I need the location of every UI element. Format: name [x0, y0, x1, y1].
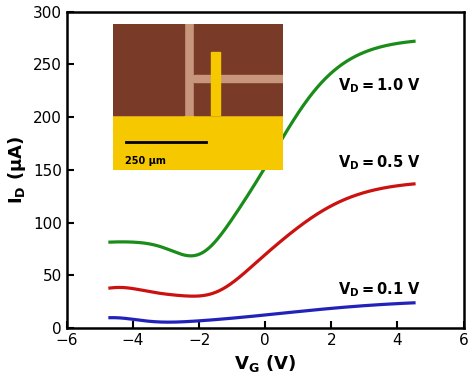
- Y-axis label: $\mathbf{I_D}$ $\mathbf{(\mu A)}$: $\mathbf{I_D}$ $\mathbf{(\mu A)}$: [6, 136, 27, 204]
- Text: $\mathbf{V_D = 0.5\ V}$: $\mathbf{V_D = 0.5\ V}$: [338, 154, 420, 173]
- X-axis label: $\mathbf{V_G}$ $\mathbf{(V)}$: $\mathbf{V_G}$ $\mathbf{(V)}$: [234, 353, 296, 374]
- Text: $\mathbf{V_D = 1.0\ V}$: $\mathbf{V_D = 1.0\ V}$: [338, 77, 420, 95]
- Text: $\mathbf{V_D = 0.1\ V}$: $\mathbf{V_D = 0.1\ V}$: [338, 280, 420, 299]
